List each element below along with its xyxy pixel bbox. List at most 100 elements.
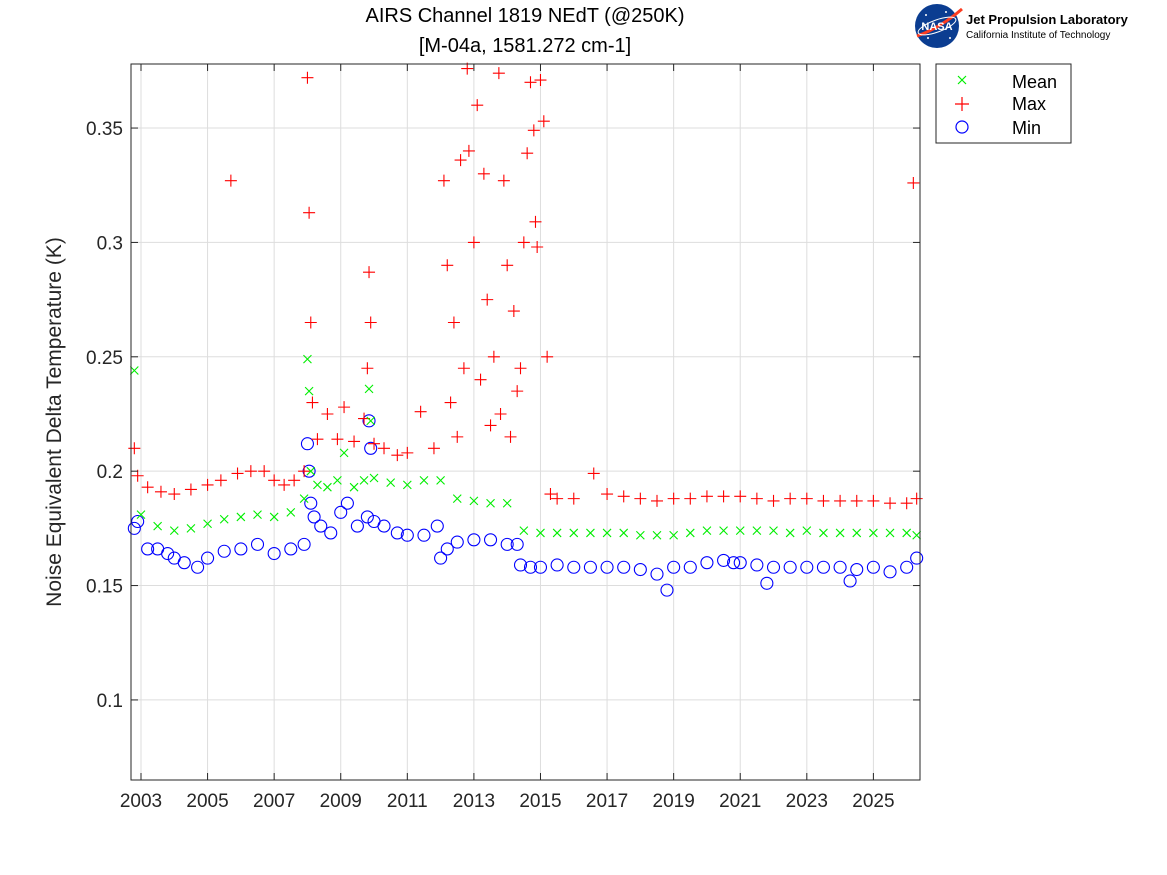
data-point-min [850,562,864,577]
data-point-max [800,492,813,505]
legend: Mean Max Min [935,63,1072,144]
data-point-min [434,551,448,565]
data-point-mean [303,354,312,364]
data-point-mean [129,366,139,375]
data-point-min [324,526,338,540]
data-point-min [177,556,191,570]
data-point-max [471,99,484,112]
series-min [127,414,924,597]
x-tick-label: 2011 [387,791,428,812]
data-point-max [900,497,913,510]
data-point-max [378,442,391,455]
data-point-min [440,542,454,556]
data-series [127,62,924,597]
data-point-mean [669,530,679,540]
data-point-min [513,558,528,572]
data-point-min [750,558,764,572]
data-point-max [368,437,381,450]
data-point-mean [359,475,369,485]
data-point-max [484,419,497,432]
data-point-min [304,496,318,510]
data-point-max [301,71,314,84]
data-point-max [487,350,500,363]
data-point-max [331,433,344,446]
data-point-mean [619,528,629,538]
data-point-min [866,560,880,574]
data-point-min [141,542,155,556]
data-point-min [314,519,328,533]
data-point-mean [835,528,845,538]
data-point-mean [386,478,396,488]
data-point-min [533,560,548,574]
plot-frame [130,63,921,781]
data-point-max [451,430,464,443]
data-point-mean [369,473,379,483]
data-point-mean [253,510,262,520]
data-point-mean [602,528,612,538]
data-point-max [288,474,301,487]
data-point-min [297,537,311,551]
data-point-max [154,485,167,498]
legend-label-min: Min [1012,118,1041,138]
data-point-mean [685,528,695,538]
data-point-min [217,544,231,558]
data-point-max [587,467,600,480]
x-tick-label: 2025 [852,791,894,812]
data-point-max [511,385,524,398]
y-tick-label: 0.15 [86,577,123,598]
data-point-min [883,565,897,579]
data-point-max [667,492,680,505]
data-point-mean [349,482,359,492]
data-point-mean [219,514,229,524]
data-point-max [910,492,923,505]
data-point-min [350,519,364,533]
data-point-max [501,259,514,272]
data-point-mean [452,494,462,504]
data-point-max [427,442,440,455]
data-point-mean [306,466,316,476]
legend-marker-max [955,97,969,111]
nasa-logo-text: NASA [921,21,952,33]
data-point-max [258,465,271,478]
data-point-max [391,449,404,462]
data-point-max [224,174,237,187]
data-point-min [650,567,664,581]
data-point-mean [785,528,795,538]
data-point-mean [364,384,374,394]
data-point-max [634,492,647,505]
data-point-max [497,174,510,187]
data-point-mean [502,498,512,508]
data-point-min [300,437,314,451]
data-point-max [907,176,920,189]
data-point-min [843,574,857,588]
data-point-mean [819,528,828,538]
data-point-mean [569,528,579,538]
data-point-max [363,266,376,279]
data-point-mean [702,526,712,536]
data-point-min [131,514,145,529]
data-point-mean [186,523,196,533]
y-tick-label: 0.25 [86,348,123,369]
data-point-max [457,362,470,375]
data-point-min [583,560,597,574]
data-point-max [541,350,554,363]
data-point-min [334,505,348,519]
data-point-max [298,465,311,478]
data-point-min [450,535,464,549]
chart-title: AIRS Channel 1819 NEdT (@250K) [M-04a, 1… [366,5,685,57]
data-point-min [191,560,205,574]
data-point-mean [769,526,778,536]
data-point-max [338,401,351,414]
legend-marker-min [955,120,969,134]
data-point-max [447,316,460,329]
data-point-min [900,560,914,574]
data-point-max [141,481,154,494]
data-point-min [700,556,714,570]
logo-title: Jet Propulsion Laboratory [966,12,1129,27]
data-point-max [544,488,557,501]
data-point-mean [339,448,349,458]
legend-item-mean: Mean [957,72,1057,92]
data-point-max [268,474,281,487]
data-point-max [311,433,324,446]
data-point-max [437,174,450,187]
